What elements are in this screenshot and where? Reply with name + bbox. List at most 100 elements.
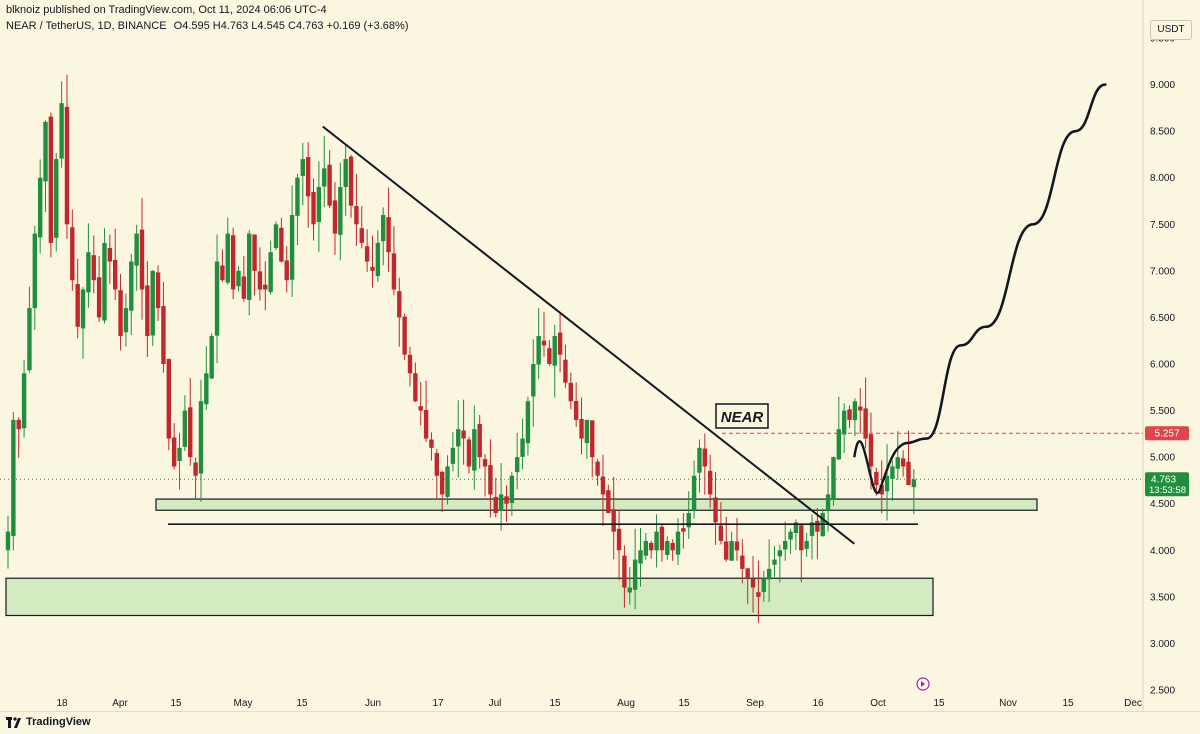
time-tick-label: Jun xyxy=(365,698,381,709)
candle-body xyxy=(804,540,809,549)
candle-body xyxy=(59,103,64,159)
tradingview-mark-icon xyxy=(6,716,21,728)
level-price-label: 5.257 xyxy=(1154,429,1179,440)
candle-body xyxy=(311,192,316,225)
candle-body xyxy=(54,159,59,238)
candle-body xyxy=(359,228,364,243)
candle-body xyxy=(214,261,220,336)
time-tick-label: Apr xyxy=(112,698,128,709)
candle-body xyxy=(541,340,547,346)
candle-body xyxy=(547,348,552,364)
replay-icon[interactable] xyxy=(916,677,930,691)
candle-body xyxy=(863,408,868,439)
candle-body xyxy=(868,434,874,467)
support-zone[interactable] xyxy=(155,498,1038,511)
candle-body xyxy=(740,555,745,569)
candle-body xyxy=(96,277,102,318)
candle-body xyxy=(241,276,247,299)
candle-body xyxy=(391,253,397,290)
candles-layer xyxy=(5,74,917,623)
candle-body xyxy=(766,568,772,580)
candle-body xyxy=(906,461,911,486)
candle-body xyxy=(177,447,182,461)
candle-body xyxy=(756,592,761,597)
candle-body xyxy=(852,401,858,421)
time-tick-label: Nov xyxy=(999,698,1017,709)
candle-body xyxy=(675,531,681,555)
candle-body xyxy=(305,157,311,197)
candle-body xyxy=(5,531,11,551)
candle-body xyxy=(622,555,627,588)
candle-body xyxy=(370,266,375,271)
candle-body xyxy=(295,177,300,216)
candle-body xyxy=(681,528,686,532)
candle-body xyxy=(520,438,525,457)
candle-body xyxy=(118,290,123,337)
candle-body xyxy=(316,187,322,223)
candle-body xyxy=(847,409,852,420)
candle-body xyxy=(616,528,622,551)
candle-body xyxy=(375,242,381,277)
candle-body xyxy=(590,420,595,458)
time-tick-label: 18 xyxy=(56,698,68,709)
candle-body xyxy=(895,457,900,469)
candle-body xyxy=(161,306,166,364)
candle-body xyxy=(123,308,129,333)
price-tick-label: 6.000 xyxy=(1150,360,1175,371)
candle-body xyxy=(48,116,54,243)
time-tick-label: Oct xyxy=(870,698,886,709)
candle-body xyxy=(107,247,113,262)
time-tick-label: 15 xyxy=(1062,698,1074,709)
candle-body xyxy=(268,252,273,293)
downtrend-line[interactable] xyxy=(322,125,855,545)
near-tag[interactable]: NEAR xyxy=(715,403,769,429)
candle-body xyxy=(407,354,413,374)
candle-body xyxy=(300,159,306,176)
candle-body xyxy=(595,461,600,476)
price-tick-label: 8.500 xyxy=(1150,127,1175,138)
projection-curve[interactable] xyxy=(904,83,1107,445)
tradingview-logo[interactable]: TradingView xyxy=(6,716,91,728)
candle-body xyxy=(579,418,584,439)
candle-body xyxy=(536,336,541,365)
candle-body xyxy=(338,187,343,235)
candle-body xyxy=(279,227,284,262)
candle-body xyxy=(809,522,815,536)
publisher-line: blknoiz published on TradingView.com, Oc… xyxy=(6,4,327,16)
path-sketch[interactable] xyxy=(853,440,906,494)
candle-body xyxy=(397,291,402,318)
candle-body xyxy=(707,470,713,495)
candle-body xyxy=(204,373,209,405)
candle-body xyxy=(734,541,740,551)
candle-body xyxy=(552,336,557,366)
candle-body xyxy=(139,229,145,290)
candle-body xyxy=(606,490,611,514)
candle-body xyxy=(230,235,236,290)
candle-body xyxy=(236,270,241,287)
candle-body xyxy=(799,525,804,551)
candle-body xyxy=(713,497,718,523)
candle-body xyxy=(482,459,488,467)
candle-body xyxy=(64,106,70,225)
price-tick-label: 9.000 xyxy=(1150,80,1175,91)
candle-body xyxy=(429,439,434,448)
candle-body xyxy=(21,373,27,429)
candle-body xyxy=(171,437,177,467)
candle-body xyxy=(348,156,354,206)
tradingview-brand: TradingView xyxy=(26,716,91,728)
candle-body xyxy=(193,462,198,476)
candle-body xyxy=(654,531,659,551)
candle-body xyxy=(724,541,729,560)
time-axis[interactable]: 18 Apr 15 May 15 Jun 17 Jul 15 Aug 15 Sep 16 Oct 15 Nov… xyxy=(56,698,1141,709)
candle-body xyxy=(182,410,188,447)
candle-body xyxy=(113,259,118,290)
candle-body xyxy=(461,430,466,439)
candle-body xyxy=(659,526,665,551)
candle-body xyxy=(155,272,161,309)
candle-body xyxy=(402,316,407,355)
price-chart[interactable]: blknoiz published on TradingView.com, Oc… xyxy=(0,0,1200,712)
support-zone[interactable] xyxy=(5,577,934,617)
candle-body xyxy=(289,214,295,280)
candle-body xyxy=(198,401,204,474)
currency-selector[interactable]: USDT xyxy=(1150,20,1192,40)
